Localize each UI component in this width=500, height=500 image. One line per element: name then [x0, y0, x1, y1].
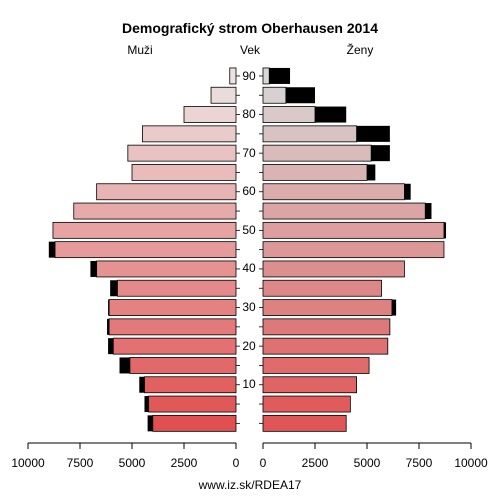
- male-excess-bar-20-24: [108, 338, 114, 355]
- age-tick-label-50: 50: [242, 223, 256, 237]
- chart-title: Demografický strom Oberhausen 2014: [122, 20, 378, 36]
- x-tick-left-5000: 5000: [119, 456, 146, 470]
- male-bar-20-24: [112, 337, 237, 355]
- female-bar-35-39: [262, 279, 382, 297]
- male-bars: [48, 67, 237, 432]
- female-bar-85-89: [262, 86, 287, 104]
- male-excess-bar-0-4: [147, 415, 153, 432]
- male-excess-bar-15-19: [119, 357, 130, 374]
- male-excess-bar-35-39: [110, 280, 118, 297]
- male-bar-65-69: [131, 164, 237, 181]
- male-bar-60-64: [96, 183, 237, 201]
- female-bar-60-64: [262, 183, 405, 201]
- female-bar-10-14: [262, 376, 357, 394]
- male-bar-45-49: [54, 241, 237, 259]
- age-tick-label-10: 10: [242, 377, 256, 391]
- male-excess-bar-10-14: [139, 376, 145, 393]
- female-bar-30-34: [262, 299, 393, 316]
- male-excess-bar-25-29: [107, 318, 110, 335]
- age-tick-label-20: 20: [242, 339, 256, 353]
- x-tick-left-2500: 2500: [171, 456, 198, 470]
- male-bar-10-14: [144, 376, 237, 394]
- footer-source: www.iz.sk/RDEA17: [198, 478, 302, 492]
- age-tick-label-60: 60: [242, 184, 256, 198]
- male-excess-bar-5-9: [144, 396, 149, 413]
- x-tick-right-2500: 2500: [302, 456, 329, 470]
- age-tick-label-70: 70: [242, 146, 256, 160]
- female-excess-bar-85-89: [285, 87, 315, 104]
- male-bar-40-44: [96, 260, 237, 278]
- age-tick-label-40: 40: [242, 261, 256, 275]
- x-tick-left-10000: 10000: [11, 456, 45, 470]
- age-axis: 10 20 30 40 50 60 70 80 90: [236, 69, 263, 424]
- age-tick-label-30: 30: [242, 300, 256, 314]
- male-bar-85-89: [210, 86, 237, 104]
- male-excess-bar-45-49: [48, 241, 56, 258]
- female-bar-80-84: [262, 106, 316, 123]
- x-tick-right-10000: 10000: [454, 456, 488, 470]
- female-bar-5-9: [262, 395, 351, 413]
- female-bars: [262, 67, 447, 432]
- right-series-label: Ženy: [347, 42, 374, 57]
- male-bar-0-4: [152, 414, 237, 432]
- male-bar-70-74: [127, 144, 237, 162]
- x-tick-right-7500: 7500: [406, 456, 433, 470]
- x-tick-left-0: 0: [233, 456, 240, 470]
- female-bar-55-59: [262, 202, 426, 220]
- age-tick-label-80: 80: [242, 107, 256, 121]
- male-bar-15-19: [129, 357, 237, 374]
- female-excess-bar-50-54: [443, 222, 447, 239]
- female-bar-70-74: [262, 144, 372, 162]
- male-excess-bar-30-34: [108, 299, 110, 316]
- age-tick-label-90: 90: [242, 69, 256, 83]
- male-excess-bar-40-44: [90, 260, 97, 277]
- female-excess-bar-80-84: [315, 106, 347, 123]
- female-bar-50-54: [262, 221, 445, 239]
- female-bar-45-49: [262, 241, 445, 259]
- male-bar-80-84: [183, 106, 237, 123]
- female-excess-bar-90-94: [269, 67, 291, 84]
- male-bar-30-34: [108, 299, 237, 316]
- male-bar-90-94: [229, 67, 237, 85]
- center-axis-label: Vek: [240, 43, 261, 57]
- male-bar-55-59: [73, 202, 237, 220]
- x-axes: 10000 7500 5000 2500 0 0 2500 5000 7500 …: [11, 442, 488, 470]
- male-bar-50-54: [52, 221, 237, 239]
- female-bar-65-69: [262, 164, 368, 181]
- female-bar-75-79: [262, 125, 357, 143]
- female-bar-15-19: [262, 357, 370, 374]
- x-tick-right-0: 0: [260, 456, 267, 470]
- female-bar-20-24: [262, 337, 389, 355]
- left-series-label: Muži: [127, 43, 152, 57]
- female-bar-25-29: [262, 318, 391, 336]
- female-excess-bar-75-79: [356, 125, 390, 142]
- female-excess-bar-60-64: [404, 183, 411, 200]
- male-bar-5-9: [148, 395, 237, 413]
- female-excess-bar-70-74: [371, 145, 390, 162]
- female-excess-bar-65-69: [367, 164, 376, 181]
- male-bar-35-39: [117, 279, 237, 297]
- female-excess-bar-55-59: [425, 203, 432, 220]
- male-bar-25-29: [108, 318, 237, 336]
- x-tick-left-7500: 7500: [67, 456, 94, 470]
- male-bar-75-79: [141, 125, 237, 143]
- female-bar-40-44: [262, 260, 405, 278]
- female-bar-90-94: [262, 67, 270, 85]
- female-excess-bar-30-34: [391, 299, 397, 316]
- female-bar-0-4: [262, 414, 347, 432]
- x-tick-right-5000: 5000: [354, 456, 381, 470]
